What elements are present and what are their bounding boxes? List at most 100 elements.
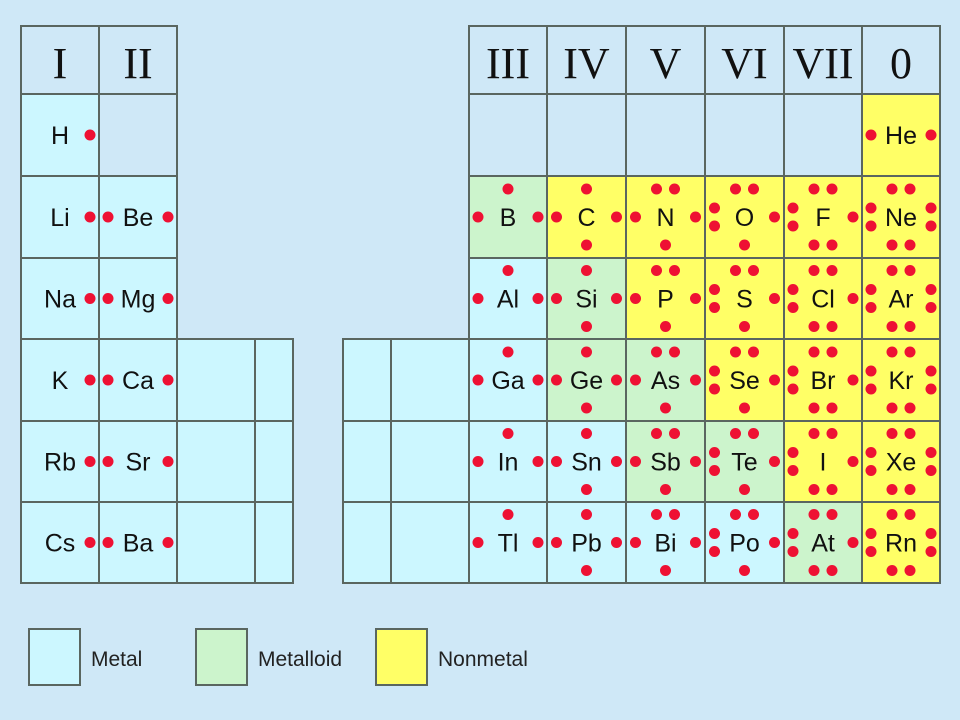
valence-electron-dot xyxy=(611,374,622,386)
element-symbol: Sr xyxy=(126,449,151,477)
element-Cs: Cs xyxy=(20,501,100,584)
valence-electron-dot xyxy=(581,239,592,251)
valence-electron-dot xyxy=(769,211,780,223)
empty-cell xyxy=(254,501,294,584)
valence-electron-dot xyxy=(730,346,741,358)
element-H: H xyxy=(20,93,100,177)
element-cell xyxy=(861,420,941,503)
valence-electron-dot xyxy=(102,374,114,386)
element-symbol: Be xyxy=(123,204,154,232)
valence-electron-dot xyxy=(748,346,759,358)
valence-electron-dot xyxy=(669,428,680,439)
valence-electron-dot xyxy=(709,447,720,458)
empty-cell xyxy=(390,420,470,503)
element-N: N xyxy=(625,175,706,259)
valence-electron-dot xyxy=(826,484,838,495)
element-symbol: C xyxy=(577,204,595,232)
empty-cell xyxy=(342,338,392,422)
valence-electron-dot xyxy=(660,239,671,251)
element-Be: Be xyxy=(98,175,178,259)
valence-electron-dot xyxy=(532,456,544,467)
valence-electron-dot xyxy=(787,528,799,539)
empty-cell xyxy=(342,420,392,503)
empty-cell xyxy=(390,338,470,422)
valence-electron-dot xyxy=(730,265,741,276)
element-Rb: Rb xyxy=(20,420,100,503)
group-header-cell xyxy=(861,25,941,95)
valence-electron-dot xyxy=(925,202,937,214)
valence-electron-dot xyxy=(808,321,820,332)
element-symbol: Br xyxy=(811,367,836,395)
valence-electron-dot xyxy=(669,183,680,195)
legend-label: Metal xyxy=(91,648,142,671)
element-symbol: Ne xyxy=(885,204,917,232)
legend-swatch xyxy=(195,628,248,686)
element-symbol: Kr xyxy=(889,367,914,395)
valence-electron-dot xyxy=(730,509,741,520)
valence-electron-dot xyxy=(925,465,937,476)
empty-cell xyxy=(176,501,256,584)
element-At: At xyxy=(783,501,863,584)
valence-electron-dot xyxy=(925,302,937,313)
valence-electron-dot xyxy=(730,183,741,195)
valence-electron-dot xyxy=(886,509,898,520)
valence-electron-dot xyxy=(102,537,114,548)
valence-electron-dot xyxy=(787,284,799,295)
element-symbol: Se xyxy=(729,367,760,395)
element-Ne: Ne xyxy=(861,175,941,259)
valence-electron-dot xyxy=(472,537,484,548)
element-B: B xyxy=(468,175,548,259)
valence-electron-dot xyxy=(84,456,96,467)
element-Rn: Rn xyxy=(861,501,941,584)
valence-electron-dot xyxy=(162,374,174,386)
valence-electron-dot xyxy=(651,346,662,358)
valence-electron-dot xyxy=(865,447,877,458)
element-symbol: Po xyxy=(729,530,760,558)
valence-electron-dot xyxy=(886,346,898,358)
valence-electron-dot xyxy=(84,129,96,141)
group-label: V xyxy=(650,39,682,88)
legend-item-metal: Metal xyxy=(28,628,142,686)
valence-electron-dot xyxy=(904,565,916,576)
valence-electron-dot xyxy=(709,202,720,214)
group-label: I xyxy=(53,39,68,88)
valence-electron-dot xyxy=(847,374,859,386)
valence-electron-dot xyxy=(581,565,592,576)
valence-electron-dot xyxy=(551,211,562,223)
empty-cell xyxy=(254,338,294,422)
valence-electron-dot xyxy=(502,265,514,276)
empty-cell xyxy=(468,93,548,177)
valence-electron-dot xyxy=(904,428,916,439)
valence-electron-dot xyxy=(865,365,877,377)
group-label: VI xyxy=(721,39,767,88)
valence-electron-dot xyxy=(709,220,720,232)
group-label: III xyxy=(486,39,530,88)
element-He: He xyxy=(861,93,941,177)
valence-electron-dot xyxy=(769,537,780,548)
valence-electron-dot xyxy=(690,537,701,548)
element-symbol: Bi xyxy=(654,530,676,558)
element-symbol: Rn xyxy=(885,530,917,558)
valence-electron-dot xyxy=(502,509,514,520)
element-O: O xyxy=(704,175,785,259)
valence-electron-dot xyxy=(925,447,937,458)
legend-swatch xyxy=(28,628,81,686)
element-symbol: Li xyxy=(50,204,69,232)
valence-electron-dot xyxy=(847,211,859,223)
valence-electron-dot xyxy=(865,284,877,295)
valence-electron-dot xyxy=(787,365,799,377)
valence-electron-dot xyxy=(611,456,622,467)
valence-electron-dot xyxy=(739,565,750,576)
element-Sn: Sn xyxy=(546,420,627,503)
valence-electron-dot xyxy=(769,293,780,304)
valence-electron-dot xyxy=(904,484,916,495)
valence-electron-dot xyxy=(472,456,484,467)
valence-electron-dot xyxy=(709,546,720,557)
element-Sb: Sb xyxy=(625,420,706,503)
valence-electron-dot xyxy=(886,565,898,576)
valence-electron-dot xyxy=(904,183,916,195)
valence-electron-dot xyxy=(787,546,799,557)
valence-electron-dot xyxy=(826,565,838,576)
group-label: IV xyxy=(563,39,610,88)
valence-electron-dot xyxy=(162,537,174,548)
